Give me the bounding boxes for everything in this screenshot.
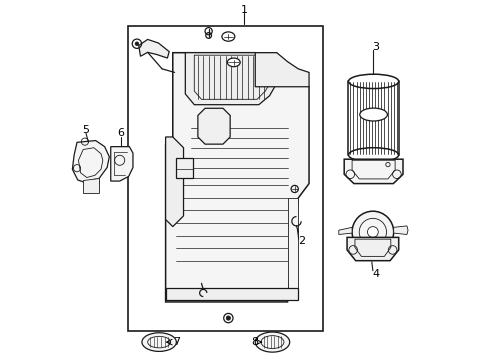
Text: 3: 3 <box>371 42 378 52</box>
Text: 6: 6 <box>117 129 124 138</box>
Polygon shape <box>393 226 407 234</box>
Ellipse shape <box>348 148 398 162</box>
Polygon shape <box>198 108 230 144</box>
Polygon shape <box>185 53 276 105</box>
Polygon shape <box>165 137 183 226</box>
Polygon shape <box>287 198 298 288</box>
Bar <box>128 26 323 330</box>
Ellipse shape <box>255 332 289 352</box>
Polygon shape <box>165 53 308 302</box>
Polygon shape <box>72 140 109 184</box>
Text: 8: 8 <box>250 337 258 347</box>
Polygon shape <box>344 159 402 184</box>
Polygon shape <box>346 237 398 261</box>
Circle shape <box>351 211 393 253</box>
Polygon shape <box>176 158 192 178</box>
Polygon shape <box>165 288 298 300</box>
Polygon shape <box>83 178 99 193</box>
Text: 1: 1 <box>241 5 247 15</box>
Ellipse shape <box>227 58 240 67</box>
Text: 7: 7 <box>172 337 180 347</box>
Polygon shape <box>255 53 308 87</box>
Text: 5: 5 <box>82 125 89 135</box>
Text: 4: 4 <box>372 269 379 279</box>
Ellipse shape <box>222 32 234 41</box>
Circle shape <box>367 226 378 237</box>
Text: 2: 2 <box>298 236 305 246</box>
Circle shape <box>135 42 139 45</box>
Ellipse shape <box>359 108 386 121</box>
Circle shape <box>226 316 230 320</box>
Polygon shape <box>139 40 169 58</box>
Polygon shape <box>110 147 133 181</box>
Ellipse shape <box>142 333 176 351</box>
Polygon shape <box>338 227 351 234</box>
Ellipse shape <box>348 74 398 89</box>
